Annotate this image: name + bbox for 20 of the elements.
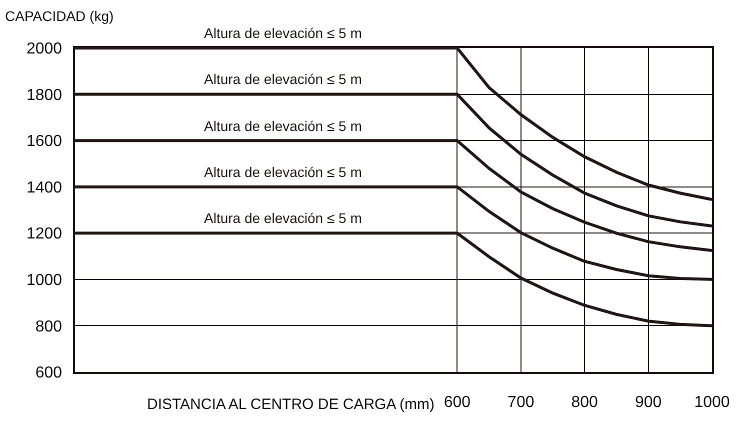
text: Altura de elevación ≤ 5 m	[204, 25, 362, 41]
y-tick-label: 1800	[26, 86, 62, 104]
y-tick-label: 1200	[26, 226, 62, 243]
x-tick-label: 600	[444, 394, 471, 411]
annotation: Altura de elevación ≤ 5 m	[204, 164, 362, 180]
x-tick-label: 700	[508, 394, 534, 411]
annotation: Altura de elevación ≤ 5 m	[204, 71, 362, 87]
annotation: Altura de elevación ≤ 5 m	[204, 210, 362, 226]
y-tick-label: 2000	[26, 40, 62, 58]
y-tick-label: 1400	[26, 179, 62, 196]
annotation: Altura de elevación ≤ 5 m	[204, 118, 362, 134]
y-tick-label: 1000	[26, 272, 62, 290]
y-tick-label: 1600	[26, 133, 62, 150]
x-tick-label: 1000	[694, 394, 730, 411]
x-tick-label: 800	[571, 394, 598, 411]
y-tick-label: 600	[35, 364, 62, 382]
x-tick-label: 900	[634, 394, 662, 411]
y-axis-title: CAPACIDAD (kg)	[5, 8, 114, 24]
y-tick-label: 800	[35, 318, 62, 336]
x-axis-title: DISTANCIA AL CENTRO DE CARGA (mm)	[147, 396, 435, 413]
